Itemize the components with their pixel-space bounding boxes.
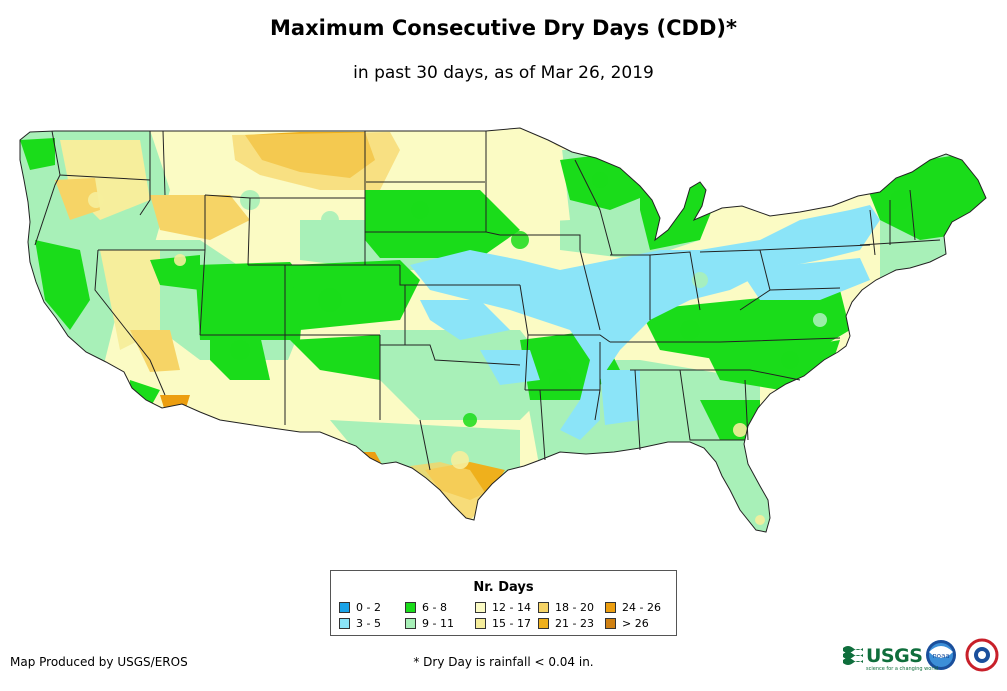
nws-logo	[965, 638, 999, 672]
legend-label: 9 - 11	[422, 617, 454, 630]
legend-item: 21 - 23	[538, 618, 594, 630]
legend-swatch	[538, 618, 549, 629]
legend-title: Nr. Days	[473, 580, 534, 595]
legend-swatch	[405, 618, 416, 629]
legend-swatch	[538, 602, 549, 613]
map-title: Maximum Consecutive Dry Days (CDD)*	[270, 16, 737, 40]
legend-item: > 26	[605, 618, 649, 630]
legend-label: 6 - 8	[422, 601, 447, 614]
legend-item: 0 - 2	[339, 602, 381, 614]
legend-swatch	[475, 618, 486, 629]
legend-item: 15 - 17	[475, 618, 531, 630]
usgs-logo-text: USGS	[866, 645, 923, 667]
usgs-tagline: science for a changing world	[866, 666, 938, 672]
legend-label: 18 - 20	[555, 601, 594, 614]
legend-label: 24 - 26	[622, 601, 661, 614]
dry-day-footnote: * Dry Day is rainfall < 0.04 in.	[413, 655, 594, 669]
legend-item: 3 - 5	[339, 618, 381, 630]
map-subtitle: in past 30 days, as of Mar 26, 2019	[353, 63, 654, 83]
usgs-logo: USGS science for a changing world	[843, 641, 938, 672]
legend-swatch	[605, 602, 616, 613]
legend-item: 9 - 11	[405, 618, 454, 630]
legend-swatch	[339, 618, 350, 629]
legend-swatch	[605, 618, 616, 629]
noaa-logo: noaa	[926, 640, 956, 670]
noaa-logo-text: noaa	[932, 652, 949, 660]
legend-label: 21 - 23	[555, 617, 594, 630]
legend-item: 6 - 8	[405, 602, 447, 614]
legend: Nr. Days 0 - 2 3 - 5 6 - 8 9 - 11 12 - 1…	[330, 570, 677, 636]
legend-item: 12 - 14	[475, 602, 531, 614]
legend-item: 24 - 26	[605, 602, 661, 614]
legend-label: 15 - 17	[492, 617, 531, 630]
legend-label: 3 - 5	[356, 617, 381, 630]
legend-label: > 26	[622, 617, 649, 630]
legend-swatch	[339, 602, 350, 613]
legend-label: 0 - 2	[356, 601, 381, 614]
legend-item: 18 - 20	[538, 602, 594, 614]
usgs-wave-icon	[843, 646, 863, 665]
legend-swatch	[405, 602, 416, 613]
map-credit: Map Produced by USGS/EROS	[10, 655, 188, 669]
legend-label: 12 - 14	[492, 601, 531, 614]
legend-swatch	[475, 602, 486, 613]
